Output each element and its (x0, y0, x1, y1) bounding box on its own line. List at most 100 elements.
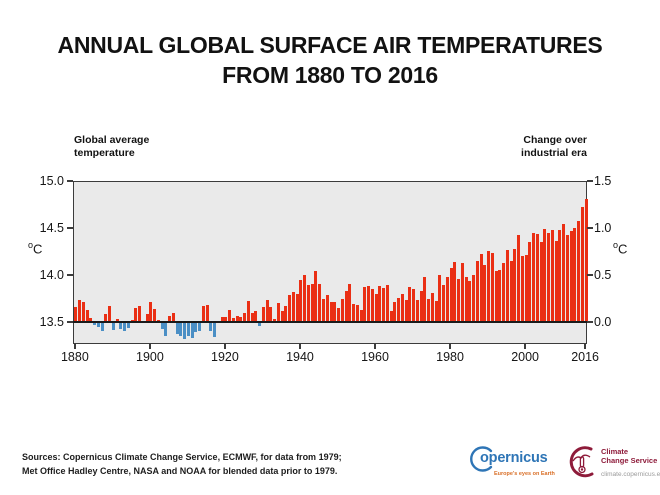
x-tickmark-1900 (149, 344, 151, 349)
bar-1928 (254, 310, 258, 323)
bar-1894 (126, 323, 130, 328)
x-tick-label-2000: 2000 (511, 350, 539, 364)
bar-1981 (453, 261, 457, 323)
left-axis-header-line1: Global average (74, 134, 150, 146)
bar-1915 (205, 305, 209, 323)
left-tickmark (67, 321, 73, 323)
bar-1936 (284, 306, 288, 323)
bar-1889 (108, 306, 112, 323)
bar-1910 (186, 323, 190, 337)
x-tickmark-1960 (374, 344, 376, 349)
left-tickmark (67, 227, 73, 229)
x-tickmark-1880 (74, 344, 76, 349)
bar-1967 (400, 293, 404, 323)
right-tickmark (587, 227, 593, 229)
bar-1982 (457, 278, 461, 323)
bar-1932 (269, 307, 273, 323)
bar-1896 (134, 307, 138, 323)
bar-1986 (472, 275, 476, 323)
bar-1997 (513, 248, 517, 323)
bar-1966 (397, 297, 401, 323)
left-tick-label-13.5: 13.5 (39, 315, 64, 329)
title-line-1: ANNUAL GLOBAL SURFACE AIR TEMPERATURES (57, 32, 603, 58)
bar-1963 (385, 285, 389, 323)
bar-1921 (228, 309, 232, 323)
bar-2002 (532, 232, 536, 323)
bar-1920 (224, 317, 228, 323)
bar-1937 (288, 294, 292, 323)
bar-1952 (344, 291, 348, 323)
bar-1996 (509, 260, 513, 323)
bar-1926 (246, 301, 250, 323)
copernicus-logo: opernicus Europe's eyes on Earth (466, 444, 566, 484)
bar-1950 (337, 307, 340, 323)
temperature-bar-chart (73, 181, 588, 344)
bar-1999 (520, 256, 524, 323)
bar-1881 (78, 299, 82, 323)
bar-1953 (348, 284, 352, 323)
right-tick-label-0.0: 0.0 (594, 315, 612, 329)
bar-1935 (280, 310, 284, 323)
bar-1884 (89, 318, 93, 323)
ccs-name: Climate Change Service (601, 447, 657, 465)
bar-1880 (74, 307, 78, 323)
bar-1912 (194, 323, 198, 333)
bar-1944 (314, 271, 318, 323)
bar-1930 (261, 307, 265, 323)
sources-line-2: Met Office Hadley Centre, NASA and NOAA … (22, 466, 338, 476)
sources-note: Sources: Copernicus Climate Change Servi… (22, 450, 342, 478)
bar-1882 (81, 302, 85, 323)
right-axis-header-line1: Change over (523, 134, 587, 146)
bars (74, 182, 588, 343)
bar-1994 (502, 262, 506, 323)
bar-1945 (318, 283, 322, 323)
bar-1907 (175, 323, 179, 335)
bar-2009 (558, 229, 562, 323)
bar-1995 (505, 249, 509, 323)
right-tickmark (587, 321, 593, 323)
bar-1985 (468, 280, 472, 323)
bar-1987 (475, 260, 479, 323)
bar-1973 (423, 276, 427, 323)
bar-1954 (352, 304, 355, 323)
bar-1900 (149, 302, 153, 323)
bar-1983 (460, 262, 464, 323)
left-tickmark (67, 180, 73, 182)
bar-1929 (258, 323, 262, 326)
right-tick-label-1.0: 1.0 (594, 221, 612, 235)
bar-1970 (412, 289, 416, 323)
bar-2006 (547, 232, 551, 323)
bar-2008 (554, 241, 558, 323)
bar-1955 (355, 305, 359, 323)
right-axis-header: Change over industrial era (521, 134, 587, 160)
bar-1988 (479, 254, 483, 323)
bar-1931 (265, 300, 269, 323)
x-tickmark-1980 (449, 344, 451, 349)
title-line-2: FROM 1880 TO 2016 (222, 62, 438, 88)
x-tick-label-1900: 1900 (136, 350, 164, 364)
bar-1886 (96, 323, 100, 327)
bar-1940 (299, 279, 303, 323)
right-tick-label-1.5: 1.5 (594, 174, 612, 188)
bar-1990 (487, 250, 491, 323)
bar-1977 (438, 275, 442, 323)
sources-line-1: Sources: Copernicus Climate Change Servi… (22, 452, 342, 462)
bar-1991 (490, 253, 494, 323)
bar-2016 (584, 198, 588, 323)
bar-2015 (580, 207, 584, 323)
bar-1925 (243, 312, 247, 323)
bar-2012 (569, 230, 573, 323)
bar-2010 (562, 224, 566, 323)
bar-1909 (183, 323, 187, 339)
bar-1978 (442, 285, 446, 323)
bar-1961 (378, 286, 382, 323)
bar-1965 (393, 302, 397, 323)
ccs-name-line2: Change Service (601, 456, 658, 465)
bar-1927 (250, 312, 254, 323)
bar-2013 (573, 228, 577, 323)
bar-1908 (179, 323, 183, 337)
bar-1883 (85, 309, 89, 323)
bar-1969 (408, 287, 412, 323)
left-axis-header-line2: temperature (74, 147, 135, 159)
